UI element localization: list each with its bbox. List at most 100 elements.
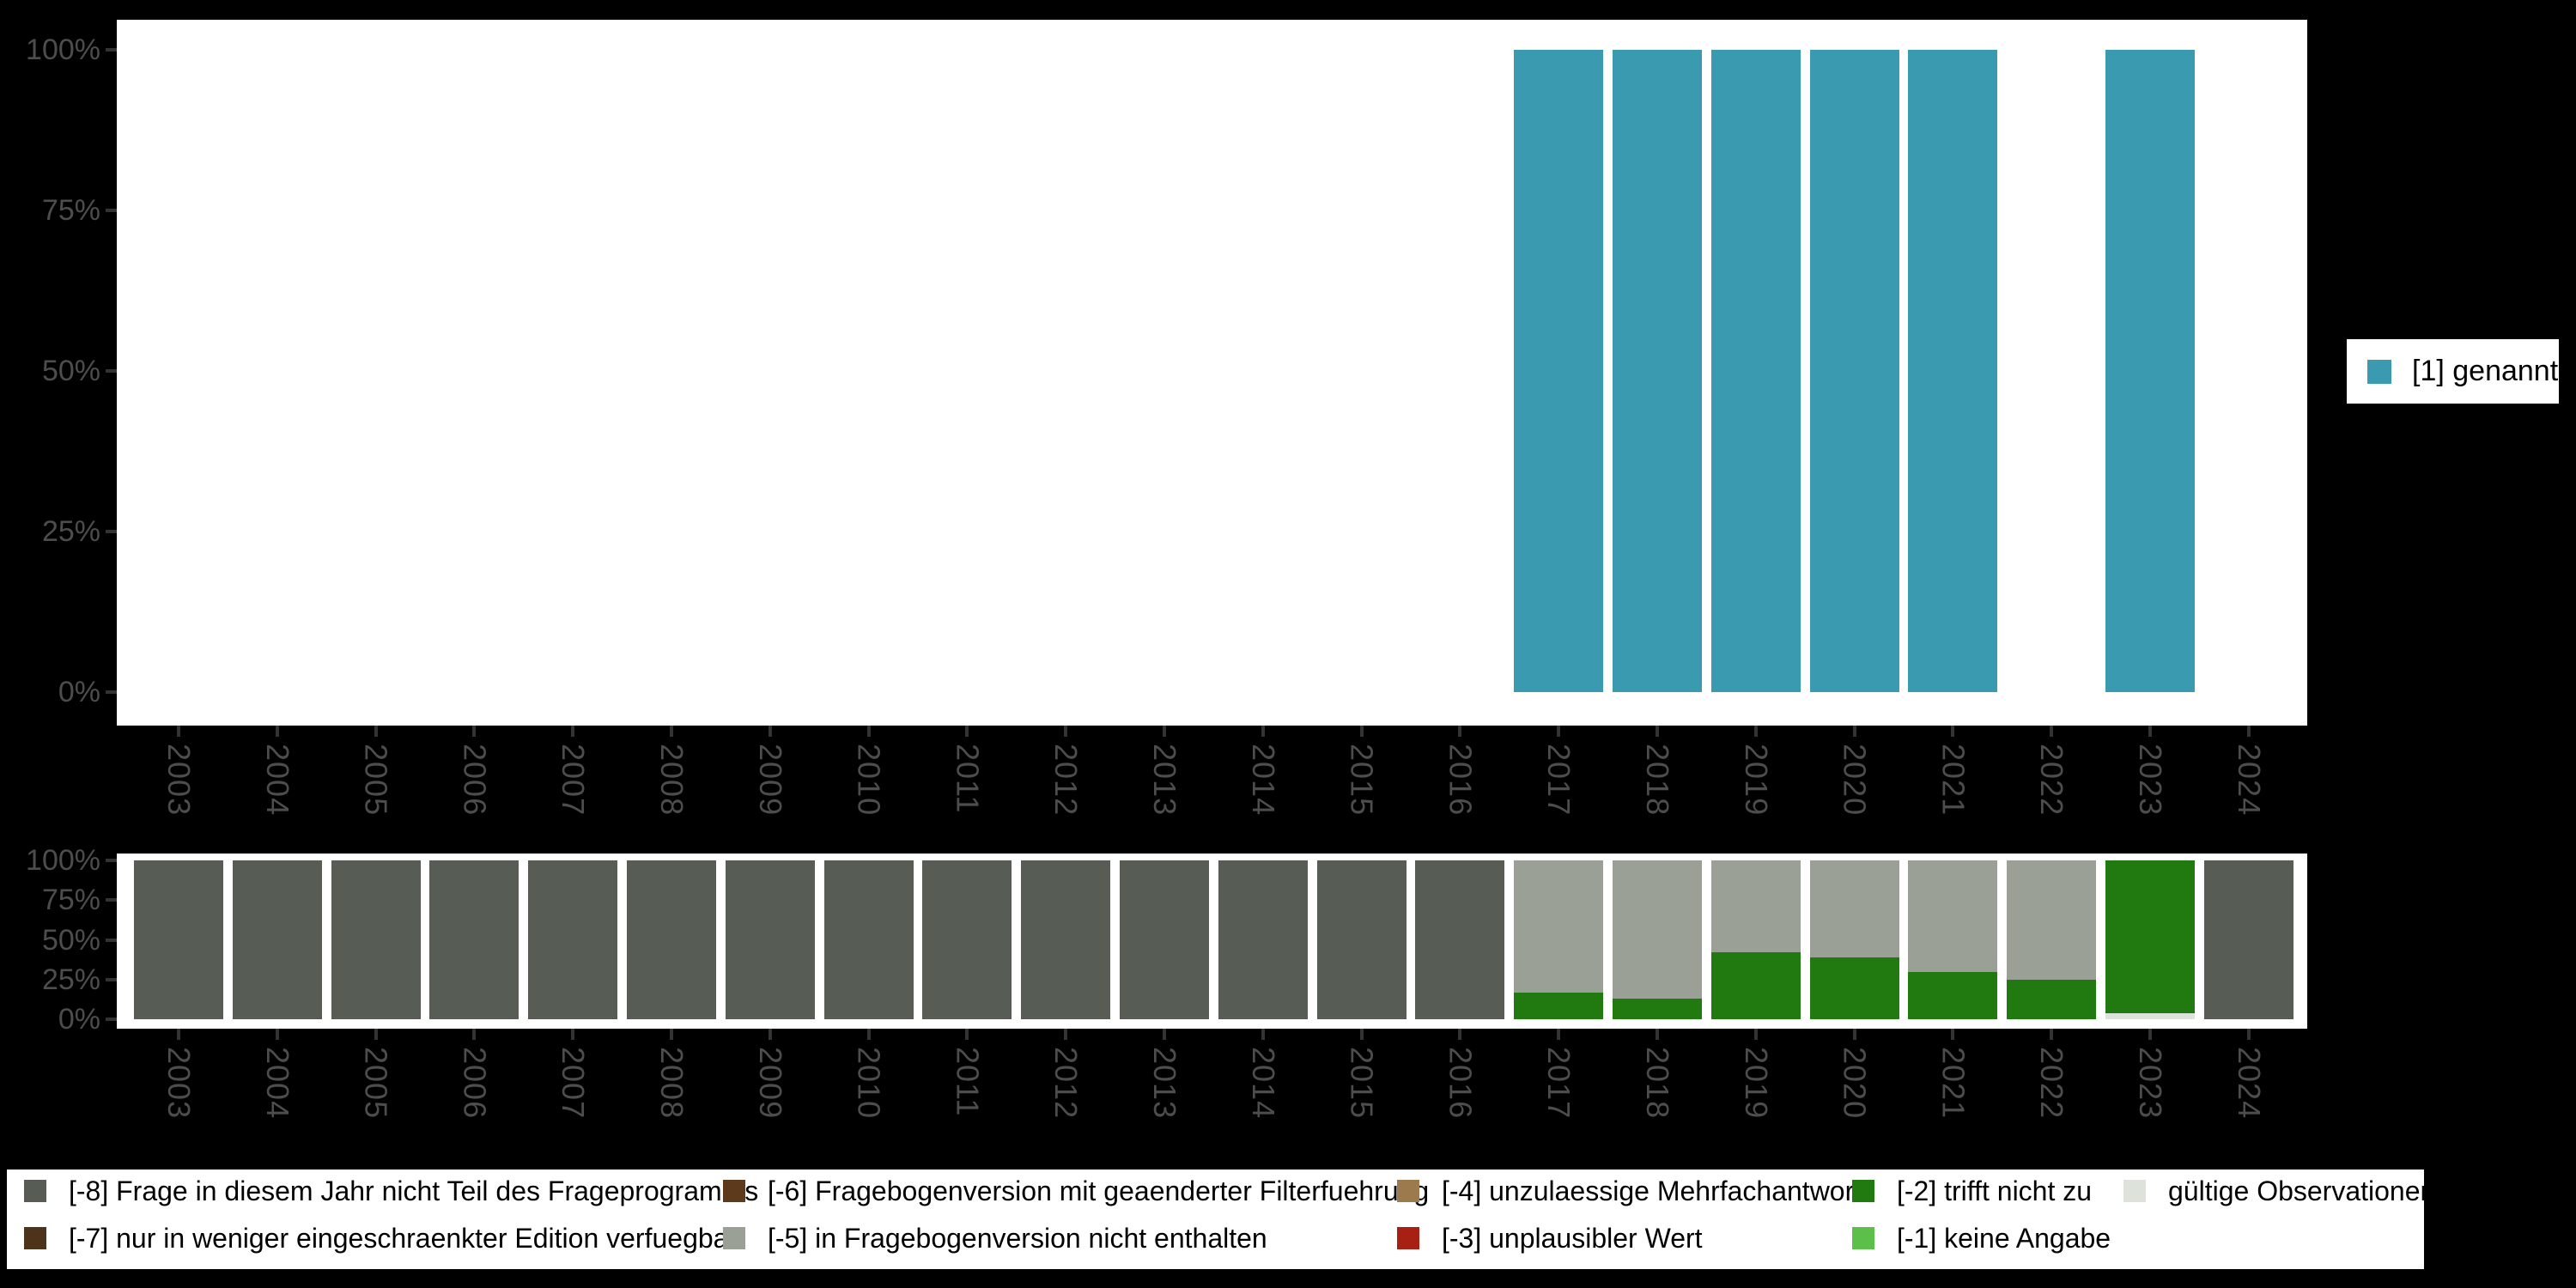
- x-tick-label: 2010: [851, 744, 887, 817]
- x-tick: [1656, 726, 1659, 737]
- x-tick: [275, 1029, 279, 1040]
- y-tick-label: 0%: [58, 1003, 100, 1036]
- x-tick: [374, 726, 378, 737]
- y-tick-label: 25%: [41, 963, 100, 996]
- x-tick-label: 2018: [1640, 1047, 1675, 1120]
- legend-item-label: [-7] nur in weniger eingeschraenkter Edi…: [69, 1222, 738, 1254]
- bar-segment: [1908, 860, 1998, 972]
- x-tick: [866, 726, 871, 737]
- y-tick-label: 100%: [26, 844, 100, 877]
- legend-item: [-6] Fragebogenversion mit geaenderter F…: [723, 1176, 1429, 1206]
- y-tick-label: 25%: [41, 515, 100, 548]
- x-tick: [670, 1029, 673, 1040]
- x-tick: [2246, 1029, 2251, 1040]
- x-tick: [1064, 1029, 1068, 1040]
- x-tick-label: 2005: [358, 744, 394, 817]
- y-tick: [106, 209, 117, 212]
- bar-segment: [1809, 860, 1899, 957]
- bar-segment: [1120, 860, 1209, 1019]
- bar-segment: [1218, 860, 1308, 1019]
- legend-item-label: [-8] Frage in diesem Jahr nicht Teil des…: [69, 1175, 759, 1206]
- bar-segment: [1908, 971, 1998, 1019]
- legend-item-label: [-1] keine Angabe: [1897, 1222, 2111, 1254]
- y-tick: [106, 938, 117, 942]
- y-tick: [106, 977, 117, 981]
- y-tick-label: 50%: [41, 923, 100, 957]
- x-tick-label: 2024: [2231, 1047, 2267, 1120]
- x-tick: [2050, 726, 2054, 737]
- x-tick-label: 2021: [1935, 744, 1971, 817]
- x-tick-label: 2018: [1640, 744, 1675, 817]
- x-tick-label: 2010: [851, 1047, 887, 1120]
- x-tick-label: 2006: [457, 1047, 493, 1120]
- x-tick-label: 2016: [1443, 1047, 1479, 1120]
- bar-segment: [627, 860, 716, 1019]
- x-tick-label: 2008: [654, 1047, 690, 1120]
- y-tick: [106, 859, 117, 862]
- y-tick: [106, 369, 117, 373]
- legend-item: gültige Observationen: [2123, 1176, 2435, 1206]
- bar-segment: [1809, 957, 1899, 1019]
- x-tick-label: 2022: [2034, 744, 2070, 817]
- y-tick-label: 0%: [58, 676, 100, 708]
- bar-segment: [2105, 1012, 2195, 1019]
- bar-segment: [2007, 860, 2097, 980]
- legend-swatch-icon: [1397, 1227, 1419, 1249]
- legend-item-label: [-4] unzulaessige Mehrfachantwort: [1442, 1175, 1862, 1206]
- y-tick: [106, 690, 117, 694]
- x-tick-label: 2006: [457, 744, 493, 817]
- x-tick: [2148, 726, 2152, 737]
- x-tick: [1557, 726, 1561, 737]
- x-tick: [768, 726, 772, 737]
- bar-segment: [1514, 860, 1604, 993]
- x-tick: [1557, 1029, 1561, 1040]
- x-tick-label: 2023: [2133, 744, 2168, 817]
- legend-swatch-icon: [1852, 1180, 1874, 1202]
- x-tick-label: 2020: [1837, 1047, 1873, 1120]
- right-legend: [1] genannt: [2347, 339, 2559, 404]
- x-tick-label: 2022: [2034, 1047, 2070, 1120]
- x-tick: [571, 726, 575, 737]
- x-tick-label: 2009: [752, 1047, 788, 1120]
- y-tick-label: 75%: [41, 884, 100, 917]
- bar-segment: [1809, 50, 1899, 692]
- x-tick: [1656, 1029, 1659, 1040]
- legend-item-label: gültige Observationen: [2168, 1175, 2436, 1206]
- x-tick: [1951, 726, 1955, 737]
- x-tick: [177, 726, 180, 737]
- legend-item: [-5] in Fragebogenversion nicht enthalte…: [723, 1223, 1267, 1254]
- legend-item-label: [-5] in Fragebogenversion nicht enthalte…: [768, 1222, 1267, 1254]
- y-tick: [106, 898, 117, 902]
- bar-segment: [1710, 952, 1801, 1019]
- bar-segment: [1514, 992, 1604, 1019]
- x-tick: [571, 1029, 575, 1040]
- x-tick-label: 2013: [1147, 744, 1182, 817]
- legend-swatch-icon: [1852, 1227, 1874, 1249]
- legend-item: [-4] unzulaessige Mehrfachantwort: [1397, 1176, 1862, 1206]
- x-tick: [1951, 1029, 1955, 1040]
- bar-segment: [331, 860, 421, 1019]
- x-tick-label: 2012: [1048, 744, 1084, 817]
- bar-segment: [1316, 860, 1406, 1019]
- x-tick-label: 2008: [654, 744, 690, 817]
- legend-item: [-1] keine Angabe: [1852, 1223, 2111, 1254]
- x-tick: [2246, 726, 2251, 737]
- bar-segment: [1514, 50, 1604, 692]
- x-tick-label: 2015: [1344, 1047, 1380, 1120]
- bar-segment: [528, 860, 618, 1019]
- legend-item: [-2] trifft nicht zu: [1852, 1176, 2092, 1206]
- legend-swatch-icon: [723, 1180, 745, 1202]
- x-tick: [1359, 1029, 1364, 1040]
- x-tick-label: 2015: [1344, 744, 1380, 817]
- x-tick-label: 2013: [1147, 1047, 1182, 1120]
- x-tick: [965, 1029, 969, 1040]
- x-tick: [1163, 726, 1166, 737]
- legend-item: [-3] unplausibler Wert: [1397, 1223, 1703, 1254]
- x-tick-label: 2007: [556, 1047, 592, 1120]
- x-tick: [472, 1029, 477, 1040]
- bar-segment: [725, 860, 815, 1019]
- right-legend-label: [1] genannt: [2412, 355, 2559, 387]
- x-tick-label: 2023: [2133, 1047, 2168, 1120]
- x-tick-label: 2019: [1738, 1047, 1774, 1120]
- x-tick: [670, 726, 673, 737]
